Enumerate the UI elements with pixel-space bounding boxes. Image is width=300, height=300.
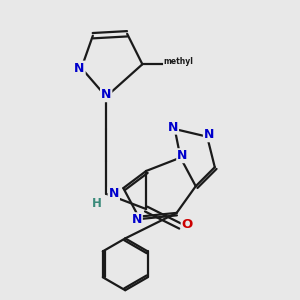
Text: N: N: [204, 128, 214, 141]
Text: methyl: methyl: [164, 57, 194, 66]
Text: N: N: [101, 88, 111, 101]
Text: N: N: [131, 213, 142, 226]
Text: H: H: [92, 197, 102, 210]
Text: N: N: [109, 187, 119, 200]
Text: N: N: [177, 149, 188, 162]
Text: O: O: [182, 218, 193, 231]
Text: N: N: [74, 61, 85, 75]
Text: N: N: [168, 121, 178, 134]
